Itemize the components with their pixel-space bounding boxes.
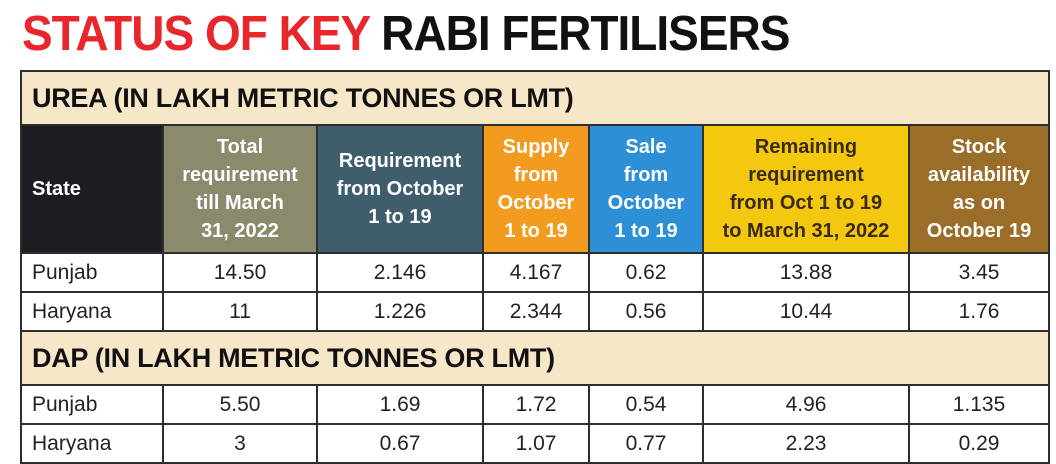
urea-haryana-requirement: 1.226 [316, 291, 484, 332]
urea-punjab-stock: 3.45 [907, 252, 1051, 293]
dap-haryana-remaining: 2.23 [702, 423, 910, 464]
urea-punjab-state: Punjab [20, 252, 164, 293]
urea-haryana-total: 11 [162, 291, 318, 332]
dap-haryana-sale: 0.77 [588, 423, 704, 464]
dap-punjab-stock: 1.135 [907, 384, 1051, 425]
urea-haryana-supply: 2.344 [482, 291, 590, 332]
urea-haryana-state: Haryana [20, 291, 164, 332]
dap-section-title: DAP (IN LAKH METRIC TONNES OR LMT) [19, 330, 1051, 386]
dap-punjab-supply: 1.72 [482, 384, 590, 425]
table-row: Haryana 11 1.226 2.344 0.56 10.44 1.76 [20, 291, 1051, 332]
header-supply: Supply from October 1 to 19 [482, 124, 590, 254]
dap-punjab-total: 5.50 [162, 384, 318, 425]
table-row: Punjab 5.50 1.69 1.72 0.54 4.96 1.135 [20, 384, 1051, 425]
dap-haryana-requirement: 0.67 [316, 423, 484, 464]
dap-haryana-total: 3 [162, 423, 318, 464]
urea-section-row: UREA (IN LAKH METRIC TONNES OR LMT) [19, 70, 1051, 126]
urea-punjab-requirement: 2.146 [316, 252, 484, 293]
urea-haryana-sale: 0.56 [588, 291, 704, 332]
urea-section-title: UREA (IN LAKH METRIC TONNES OR LMT) [19, 70, 1051, 126]
header-total-requirement: Total requirement till March 31, 2022 [162, 124, 318, 254]
urea-haryana-remaining: 10.44 [702, 291, 910, 332]
dap-section-row: DAP (IN LAKH METRIC TONNES OR LMT) [19, 330, 1051, 386]
urea-punjab-supply: 4.167 [482, 252, 590, 293]
dap-haryana-supply: 1.07 [482, 423, 590, 464]
urea-punjab-remaining: 13.88 [702, 252, 910, 293]
header-stock-availability: Stock availability as on October 19 [907, 124, 1051, 254]
dap-punjab-remaining: 4.96 [702, 384, 910, 425]
headline: STATUS OF KEY RABI FERTILISERS [22, 0, 790, 66]
header-state: State [20, 124, 164, 254]
header-requirement-from-october: Requirement from October 1 to 19 [316, 124, 484, 254]
table-row: Haryana 3 0.67 1.07 0.77 2.23 0.29 [20, 423, 1051, 464]
fertiliser-table: UREA (IN LAKH METRIC TONNES OR LMT) Stat… [19, 70, 1051, 464]
urea-punjab-total: 14.50 [162, 252, 318, 293]
urea-haryana-stock: 1.76 [907, 291, 1051, 332]
header-row: State Total requirement till March 31, 2022… [20, 124, 1051, 254]
dap-haryana-stock: 0.29 [907, 423, 1051, 464]
dap-punjab-state: Punjab [20, 384, 164, 425]
header-remaining-requirement: Remaining requirement from Oct 1 to 19 to M… [702, 124, 910, 254]
headline-part1: STATUS OF KEY [22, 5, 370, 61]
table-row: Punjab 14.50 2.146 4.167 0.62 13.88 3.45 [20, 252, 1051, 293]
dap-punjab-requirement: 1.69 [316, 384, 484, 425]
header-sale: Sale from October 1 to 19 [588, 124, 704, 254]
urea-punjab-sale: 0.62 [588, 252, 704, 293]
dap-haryana-state: Haryana [20, 423, 164, 464]
headline-part2: RABI FERTILISERS [381, 5, 790, 61]
dap-punjab-sale: 0.54 [588, 384, 704, 425]
